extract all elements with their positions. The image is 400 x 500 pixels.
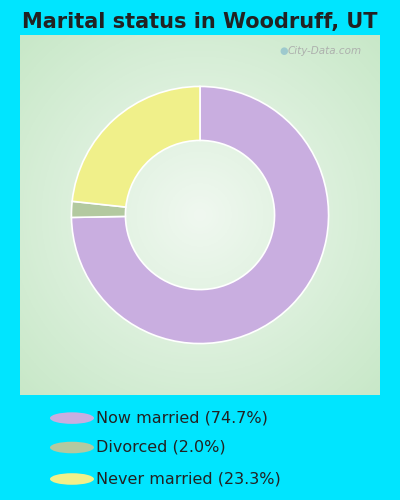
Circle shape xyxy=(50,412,94,424)
Wedge shape xyxy=(72,86,200,207)
Circle shape xyxy=(50,473,94,485)
Wedge shape xyxy=(72,202,126,218)
Text: City-Data.com: City-Data.com xyxy=(288,46,362,56)
Circle shape xyxy=(50,442,94,454)
Text: Never married (23.3%): Never married (23.3%) xyxy=(96,472,281,486)
Text: Marital status in Woodruff, UT: Marital status in Woodruff, UT xyxy=(22,12,378,32)
Text: ●: ● xyxy=(279,46,288,56)
Text: Divorced (2.0%): Divorced (2.0%) xyxy=(96,440,226,455)
Text: Now married (74.7%): Now married (74.7%) xyxy=(96,410,268,426)
Wedge shape xyxy=(72,86,328,344)
